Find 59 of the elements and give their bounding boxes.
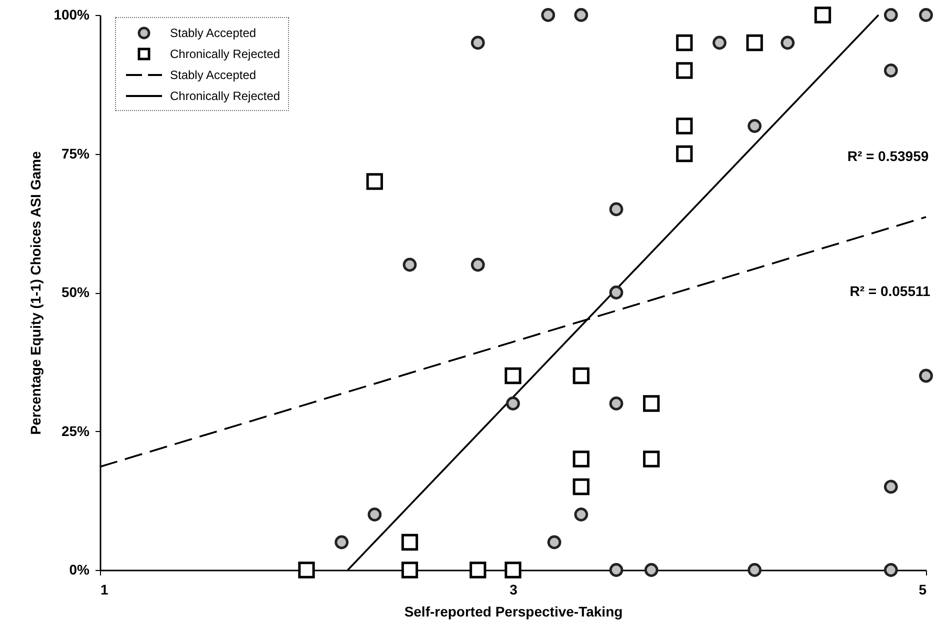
x-tick-label: 1 (100, 582, 108, 598)
point (644, 563, 658, 577)
point (748, 119, 762, 133)
point (547, 535, 562, 550)
point (676, 34, 693, 52)
y-tick-label: 50% (61, 284, 90, 300)
y-tick-label: 100% (54, 6, 90, 22)
point (919, 8, 933, 22)
point (470, 562, 486, 578)
annotation: R² = 0.05511 (850, 283, 930, 299)
point (470, 36, 485, 50)
y-tick-label: 0% (69, 562, 90, 578)
point (643, 395, 660, 412)
point (814, 6, 832, 24)
point (402, 258, 417, 272)
y-tick-label: 25% (61, 422, 90, 439)
point (574, 8, 588, 22)
point (572, 450, 590, 468)
annotation: R² = 0.53959 (847, 148, 929, 164)
point (368, 508, 382, 522)
y-axis-title: Percentage Equity (1-1) Choices ASI Game (28, 151, 44, 435)
point (884, 480, 898, 494)
legend-label: Stably Accepted (170, 68, 256, 82)
point (541, 8, 556, 22)
point (470, 258, 485, 272)
point (676, 118, 693, 134)
point (748, 563, 762, 577)
x-tick-label: 3 (510, 582, 518, 598)
point (572, 478, 590, 496)
point (572, 367, 590, 384)
point (504, 367, 522, 384)
point (919, 368, 933, 383)
point (609, 396, 624, 410)
point (401, 562, 418, 578)
x-tick-label: 5 (918, 582, 927, 598)
x-axis-title: Self-reported Perspective-Taking (404, 604, 623, 620)
point (746, 34, 763, 52)
point (780, 36, 795, 50)
point (298, 562, 315, 578)
point (884, 64, 898, 78)
point (884, 563, 898, 577)
point (676, 145, 693, 162)
point (712, 36, 726, 50)
y-tick-label: 75% (61, 145, 90, 162)
point (884, 8, 898, 22)
point (574, 508, 588, 522)
point (609, 563, 624, 577)
point (504, 562, 522, 578)
point (366, 173, 383, 190)
legend-label: Chronically Rejected (170, 46, 280, 60)
point (506, 396, 520, 410)
point (676, 62, 693, 79)
legend-label: Stably Accepted (170, 26, 256, 40)
point (609, 286, 624, 300)
point (609, 202, 624, 216)
point (334, 535, 349, 550)
legend-label: Chronically Rejected (170, 88, 280, 102)
point (643, 450, 660, 468)
point (401, 534, 418, 551)
